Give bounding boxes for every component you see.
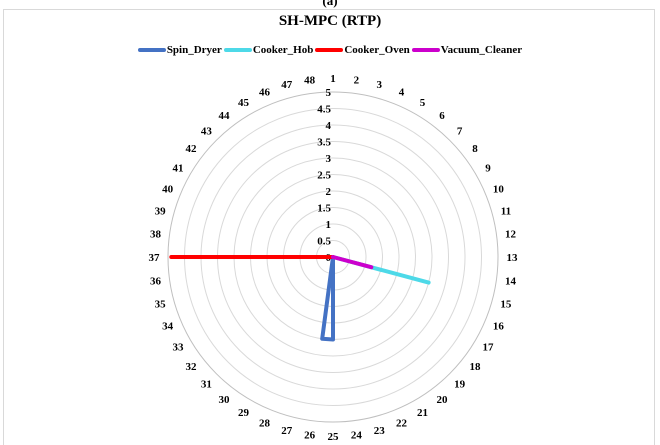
spoke-label: 28 [259,417,271,429]
spoke-label: 6 [439,110,445,122]
spoke-label: 15 [500,298,512,310]
legend-label: Cooker_Oven [344,44,410,56]
spoke-label: 23 [374,425,386,437]
spoke-label: 17 [483,342,495,354]
legend-swatch [137,48,166,52]
ring-tick-label: 2.5 [317,170,331,182]
spoke-label: 1 [330,73,336,85]
spoke-label: 43 [201,125,213,137]
spoke-label: 19 [454,379,466,391]
spoke-label: 27 [281,425,293,437]
spoke-label: 35 [155,298,167,310]
spoke-label: 38 [150,229,162,241]
spoke-label: 5 [420,97,426,109]
ring-tick-label: 5 [326,87,332,99]
spoke-label: 13 [507,252,519,264]
spoke-label: 4 [399,87,405,99]
ring-tick-label: 3.5 [317,137,331,149]
spoke-label: 47 [281,79,293,91]
radar-ring-labels: 00.511.522.533.544.55 [317,87,331,264]
chart-legend: Spin_Dryer Cooker_Hob Cooker_Oven Vacuum_Cl… [0,44,660,56]
spoke-label: 36 [150,275,162,287]
figure-caption: (a) [322,0,338,8]
spoke-label: 39 [155,206,167,218]
chart-title: SH-MPC (RTP) [278,13,382,29]
spoke-label: 45 [238,97,250,109]
spoke-label: 9 [485,163,491,175]
spoke-label: 24 [351,430,363,442]
spoke-label: 2 [354,75,360,87]
ring-tick-label: 1.5 [317,203,331,215]
spoke-label: 14 [505,275,517,287]
legend-swatch [315,48,344,52]
ring-tick-label: 4.5 [317,104,331,116]
spoke-label: 46 [259,87,271,99]
ring-tick-label: 3 [326,153,332,165]
legend-label: Vacuum_Cleaner [440,44,523,56]
spoke-label: 22 [396,417,408,429]
spoke-label: 12 [505,229,517,241]
legend-swatch [223,48,252,52]
spoke-label: 41 [173,163,184,175]
spoke-label: 10 [493,184,505,196]
spoke-label: 18 [470,361,482,373]
legend-item-spin-dryer: Spin_Dryer [137,44,222,56]
spoke-label: 32 [186,361,198,373]
ring-tick-label: 4 [326,120,332,132]
series-line-spin-dryer [320,255,335,342]
spoke-label: 16 [493,321,505,333]
spoke-label: 44 [219,110,231,122]
radar-ring [167,91,499,423]
spoke-label: 7 [457,125,463,137]
ring-tick-label: 0.5 [317,236,331,248]
legend-item-cooker-hob: Cooker_Hob [223,44,314,56]
spoke-label: 33 [173,342,185,354]
spoke-label: 20 [437,394,449,406]
legend-swatch [411,48,440,52]
spoke-label: 3 [377,79,383,91]
spoke-label: 48 [304,75,316,87]
spoke-label: 31 [201,379,212,391]
spoke-label: 42 [186,143,198,155]
legend-item-vacuum-cleaner: Vacuum_Cleaner [411,44,523,56]
spoke-label: 21 [417,407,428,419]
spoke-label: 30 [219,394,231,406]
legend-item-cooker-oven: Cooker_Oven [315,44,410,56]
spoke-label: 40 [162,184,174,196]
spoke-label: 37 [149,252,161,264]
spoke-label: 11 [501,206,511,218]
spoke-label: 26 [304,430,316,442]
series-line-vacuum-cleaner [331,255,374,270]
radar-series [169,255,431,342]
chart-frame [3,9,655,445]
spoke-label: 29 [238,407,250,419]
legend-label: Cooker_Hob [252,44,314,56]
radar-spoke-labels: 1 2 34567891011121314151617181920212223242… [149,73,519,443]
legend-label: Spin_Dryer [166,44,222,56]
ring-tick-label: 1 [326,219,332,231]
spoke-label: 8 [472,143,478,155]
spoke-label: 34 [162,321,174,333]
spoke-label: 25 [328,431,340,443]
ring-tick-label: 2 [326,186,332,198]
